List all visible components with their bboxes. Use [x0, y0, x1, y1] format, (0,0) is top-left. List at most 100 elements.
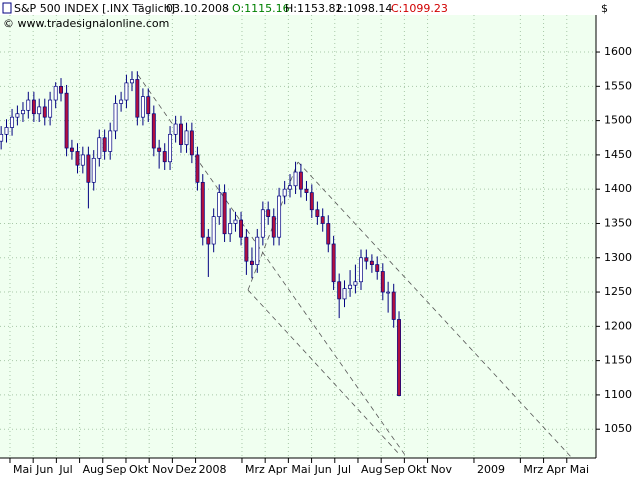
candle-body	[75, 151, 80, 166]
y-tick-label: 1200	[604, 319, 632, 332]
candle-body	[386, 291, 391, 294]
x-tick-label: Okt	[407, 463, 427, 476]
candle-body	[364, 257, 369, 262]
candle-body	[59, 85, 63, 94]
candle-body	[200, 181, 205, 238]
candle-body	[211, 216, 216, 245]
separator: -	[225, 2, 229, 15]
candle-body	[369, 260, 374, 265]
x-tick-label: Jul	[337, 463, 351, 476]
x-tick-label: Nov	[431, 463, 453, 476]
candle-body	[249, 260, 254, 265]
candle-body	[189, 130, 194, 156]
x-tick-label: Dez	[175, 463, 196, 476]
candle-body	[359, 257, 363, 283]
x-tick-label: Nov	[152, 463, 174, 476]
x-tick-label: Aug	[83, 463, 104, 476]
candle-body	[309, 192, 314, 211]
x-tick-label: Mai	[291, 463, 310, 476]
candle-body	[342, 288, 347, 300]
candle-body	[304, 188, 309, 193]
y-tick-label: 1400	[604, 182, 632, 195]
candle-body	[80, 154, 85, 166]
y-tick-label: 1500	[604, 114, 632, 127]
candle-icon	[2, 2, 12, 14]
candle-body	[233, 219, 238, 224]
symbol: S&P 500 INDEX [.INX Täglich]	[14, 2, 175, 15]
candle-body	[179, 123, 183, 145]
x-tick-label: Mai	[13, 463, 32, 476]
candle-body	[348, 284, 353, 289]
candle-body	[353, 281, 358, 286]
open-value: O:1115.16	[232, 2, 290, 15]
candle-body	[391, 291, 396, 320]
candle-body	[130, 79, 134, 84]
high-value: H:1153.82	[285, 2, 342, 15]
currency: $	[601, 2, 608, 15]
trend-line	[137, 74, 406, 456]
candle-body	[91, 157, 96, 183]
candle-body	[320, 216, 325, 224]
candle-body	[375, 264, 380, 272]
candle-body	[97, 137, 102, 159]
candle-body	[124, 82, 129, 101]
candles	[0, 71, 401, 397]
x-tick-label: Mrz	[523, 463, 543, 476]
candle-body	[162, 151, 167, 163]
candle-body	[298, 171, 303, 190]
trend-line	[247, 161, 299, 291]
candle-body	[331, 243, 336, 283]
candle-body	[168, 133, 173, 163]
candle-body	[222, 192, 227, 235]
candle-body	[315, 209, 320, 217]
candle-body	[277, 195, 282, 238]
candle-body	[21, 109, 25, 115]
candle-body	[239, 219, 243, 238]
x-tick-label: Jun	[314, 463, 332, 476]
candle-body	[86, 154, 91, 183]
candle-body	[10, 116, 15, 128]
candle-body	[293, 171, 298, 187]
candle-body	[195, 154, 200, 183]
candle-body	[157, 147, 162, 152]
candle-body	[228, 223, 233, 235]
y-tick-label: 1100	[604, 388, 632, 401]
candle-body	[37, 106, 42, 115]
candle-body	[380, 271, 385, 293]
candle-body	[102, 137, 107, 152]
candle-body	[64, 92, 69, 149]
candle-body	[119, 99, 124, 104]
candle-body	[15, 113, 20, 118]
candle-body	[151, 113, 156, 149]
x-tick-label: Mrz	[245, 463, 265, 476]
candle-body	[288, 185, 292, 190]
candle-body	[140, 96, 145, 118]
candle-body	[0, 133, 4, 142]
candle-body	[206, 236, 211, 245]
y-tick-label: 1350	[604, 216, 632, 229]
candle-body	[31, 99, 36, 115]
candle-body	[135, 79, 140, 118]
candle-body	[146, 96, 151, 115]
close-value: C:1099.23	[391, 2, 448, 15]
candle-body	[48, 99, 53, 118]
candle-body	[173, 123, 178, 135]
x-tick-label: 2009	[477, 463, 505, 476]
candle-body	[217, 192, 222, 217]
candle-body	[337, 281, 342, 300]
candle-body	[113, 103, 118, 132]
copyright: © www.tradesignalonline.com	[3, 17, 169, 30]
y-tick-label: 1600	[604, 45, 632, 58]
x-tick-label: Sep	[384, 463, 405, 476]
candle-body	[326, 223, 331, 245]
candle-body	[4, 127, 9, 135]
x-tick-label: 2008	[199, 463, 227, 476]
candle-body	[266, 209, 271, 217]
y-tick-label: 1550	[604, 79, 632, 92]
y-tick-label: 1050	[604, 422, 632, 435]
candle-body	[282, 188, 287, 197]
candle-body	[184, 130, 189, 145]
candle-body	[255, 236, 260, 265]
x-tick-label: Aug	[361, 463, 382, 476]
candle-body	[271, 216, 276, 238]
